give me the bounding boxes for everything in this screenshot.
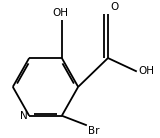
Text: N: N [20, 111, 28, 121]
Text: OH: OH [139, 67, 155, 76]
Text: Br: Br [88, 126, 99, 136]
Text: OH: OH [53, 8, 69, 18]
Text: O: O [110, 2, 118, 12]
